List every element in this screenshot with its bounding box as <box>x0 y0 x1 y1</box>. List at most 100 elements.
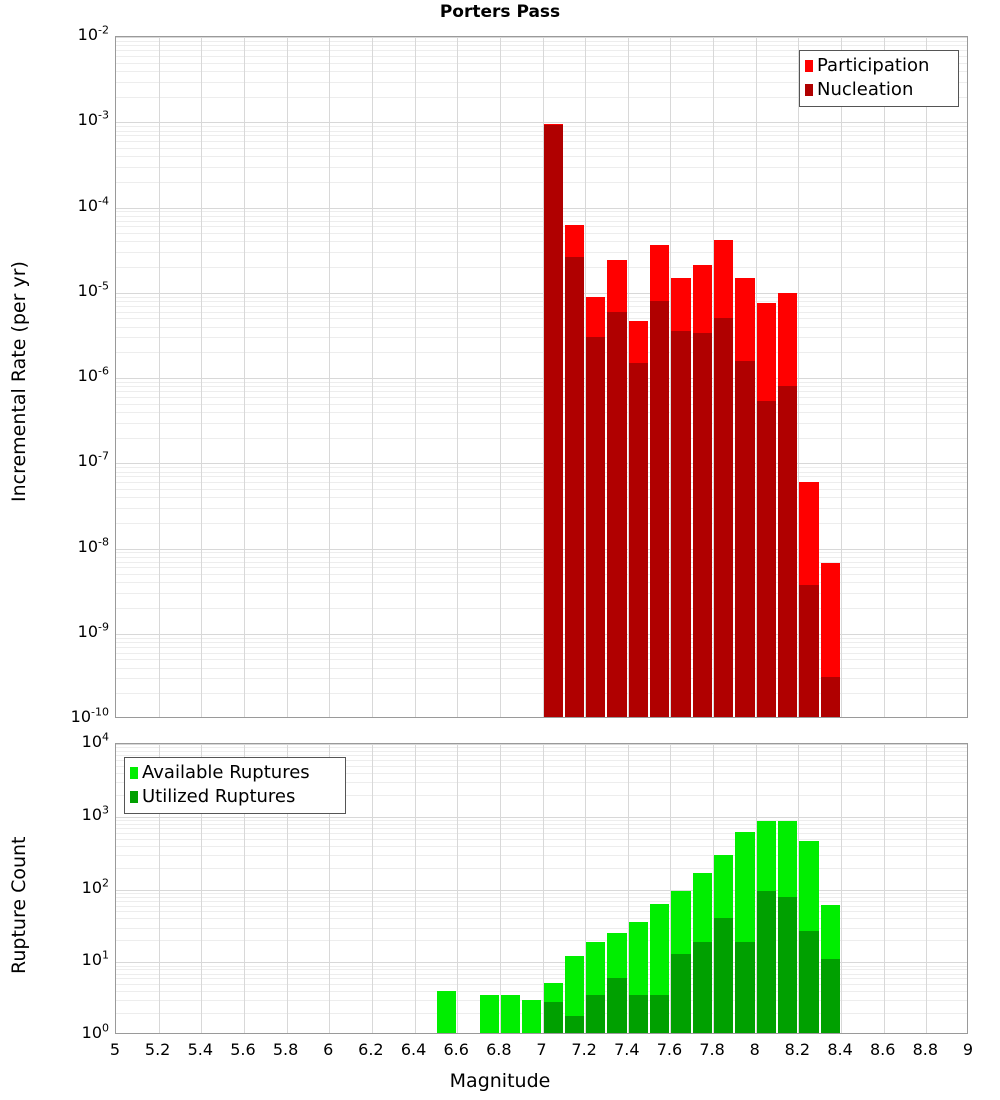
gridline-minor <box>116 382 967 383</box>
x-tick-label: 6.8 <box>486 1040 512 1059</box>
bar-nucleation <box>586 337 606 717</box>
gridline-minor <box>116 327 967 328</box>
gridline-vertical <box>713 744 714 1033</box>
gridline-vertical <box>329 37 330 717</box>
gridline-minor <box>116 969 967 970</box>
gridline-minor <box>116 647 967 648</box>
gridline-major <box>116 634 967 635</box>
gridline-vertical <box>372 37 373 717</box>
bar-utilized-ruptures <box>692 941 713 1033</box>
bar-utilized-ruptures <box>607 978 627 1033</box>
bar-available-ruptures <box>500 994 521 1033</box>
y-tick-label: 104 <box>81 730 109 751</box>
gridline-vertical <box>756 744 757 1033</box>
gridline-major <box>116 817 967 818</box>
y-tick-label: 101 <box>81 948 109 970</box>
bar-nucleation <box>671 330 691 717</box>
y-tick-label: 10-4 <box>77 194 109 215</box>
top-legend-item: Nucleation <box>805 78 952 102</box>
legend-swatch-icon <box>805 60 813 72</box>
y-tick-label: 10-7 <box>77 449 109 471</box>
gridline-major <box>116 890 967 891</box>
x-tick-label: 5.6 <box>230 1040 256 1059</box>
gridline-minor <box>116 659 967 660</box>
gridline-vertical <box>500 37 501 717</box>
gridline-vertical <box>415 744 416 1033</box>
gridline-minor <box>116 412 967 413</box>
page-title: Porters Pass <box>439 2 561 22</box>
gridline-minor <box>116 226 967 227</box>
x-tick-label: 6.4 <box>400 1040 427 1059</box>
gridline-vertical <box>244 744 245 1033</box>
gridline-minor <box>116 693 967 694</box>
gridline-vertical <box>841 744 842 1033</box>
gridline-minor <box>116 167 967 168</box>
legend-label: Participation <box>817 55 930 76</box>
gridline-minor <box>116 638 967 639</box>
gridline-minor <box>116 156 967 157</box>
incremental-rate-plot <box>115 36 968 718</box>
y-tick-label: 10-10 <box>70 705 109 726</box>
gridline-minor <box>116 476 967 477</box>
gridline-minor <box>116 795 967 796</box>
gridline-minor <box>116 773 967 774</box>
gridline-minor <box>116 41 967 42</box>
gridline-minor <box>116 216 967 217</box>
gridline-minor <box>116 868 967 869</box>
gridline-minor <box>116 846 967 847</box>
top-y-axis-label: Incremental Rate (per yr) <box>8 261 30 502</box>
gridline-minor <box>116 755 967 756</box>
legend-swatch-icon <box>130 791 138 803</box>
gridline-vertical <box>244 37 245 717</box>
gridline-minor <box>116 782 967 783</box>
gridline-minor <box>116 404 967 405</box>
gridline-minor <box>116 211 967 212</box>
x-tick-label: 8.8 <box>912 1040 939 1059</box>
gridline-minor <box>116 760 967 761</box>
gridline-minor <box>116 991 967 992</box>
gridline-minor <box>116 897 967 898</box>
gridline-minor <box>116 438 967 439</box>
y-tick-label: 10-2 <box>77 23 109 44</box>
gridline-vertical <box>756 37 757 717</box>
bar-utilized-ruptures <box>799 930 819 1033</box>
gridline-minor <box>116 82 967 83</box>
gridline-vertical <box>884 37 885 717</box>
gridline-minor <box>116 928 967 929</box>
gridline-minor <box>116 306 967 307</box>
gridline-minor <box>116 678 967 679</box>
gridline-vertical <box>159 37 160 717</box>
y-tick-label: 102 <box>81 876 109 897</box>
gridline-vertical <box>457 744 458 1033</box>
gridline-vertical <box>372 744 373 1033</box>
x-tick-label: 8.4 <box>827 1040 853 1059</box>
y-tick-label: 10-8 <box>77 535 109 556</box>
bar-nucleation <box>820 677 841 717</box>
gridline-major <box>116 208 967 209</box>
bar-utilized-ruptures <box>735 941 755 1033</box>
gridline-vertical <box>159 744 160 1033</box>
gridline-minor <box>116 966 967 967</box>
gridline-minor <box>116 45 967 46</box>
gridline-minor <box>116 423 967 424</box>
gridline-vertical <box>287 37 288 717</box>
gridline-minor <box>116 135 967 136</box>
x-tick-label: 7.8 <box>699 1040 725 1059</box>
gridline-minor <box>116 182 967 183</box>
gridline-minor <box>116 552 967 553</box>
gridline-minor <box>116 233 967 234</box>
gridline-minor <box>116 855 967 856</box>
gridline-minor <box>116 820 967 821</box>
bar-utilized-ruptures <box>756 891 777 1033</box>
x-tick-label: 7 <box>536 1040 547 1059</box>
gridline-minor <box>116 833 967 834</box>
gridline-minor <box>116 50 967 51</box>
gridline-minor <box>116 337 967 338</box>
legend-swatch-icon <box>805 84 813 96</box>
gridline-vertical <box>798 37 799 717</box>
gridline-major <box>116 962 967 963</box>
bar-utilized-ruptures <box>543 1002 563 1033</box>
bar-nucleation <box>650 301 670 717</box>
gridline-vertical <box>415 37 416 717</box>
x-tick-label: 8 <box>749 1040 760 1059</box>
